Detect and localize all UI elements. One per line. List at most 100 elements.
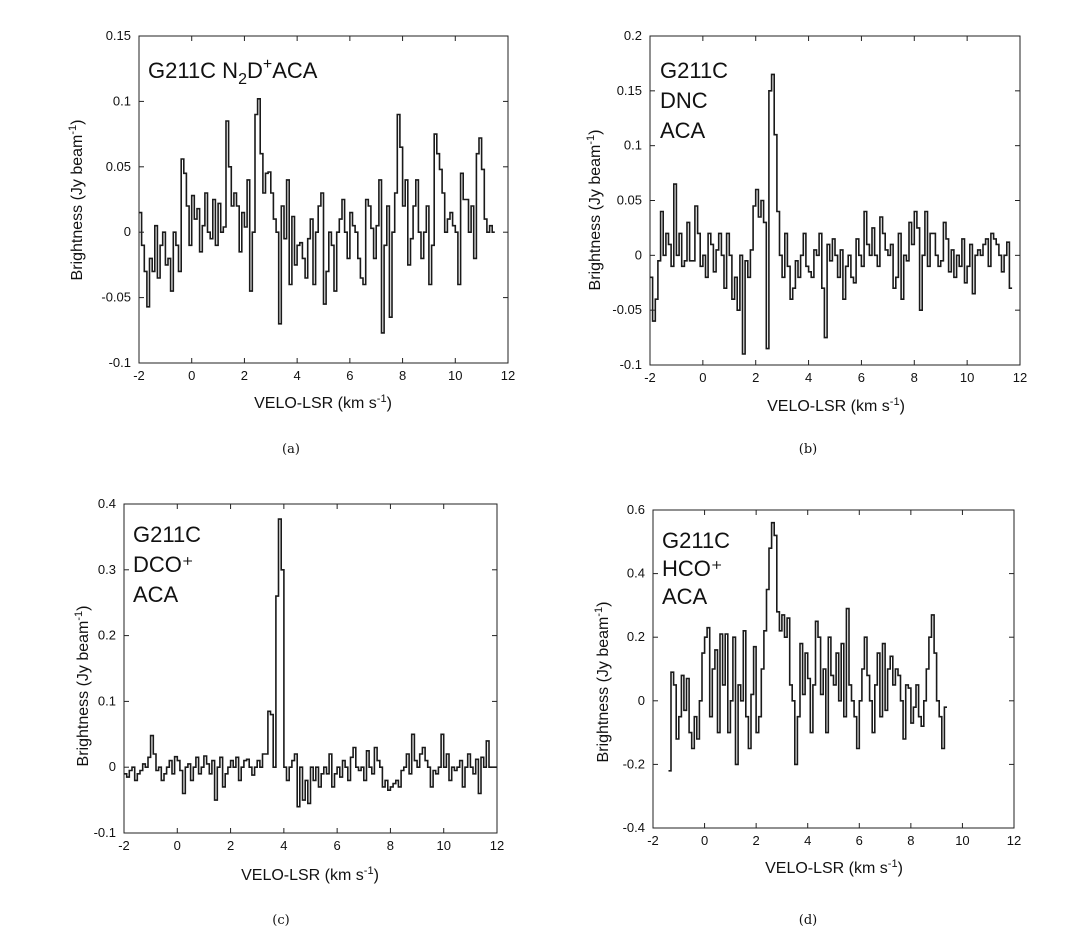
ytick-label-d-1: -0.2 xyxy=(623,756,645,771)
annotation-a-part: G211C N xyxy=(148,58,238,83)
ytick-label-a-1: -0.05 xyxy=(101,290,131,305)
ylabel-b-main: Brightness (Jy beam xyxy=(587,145,604,291)
ylabel-a: Brightness (Jy beam-1) xyxy=(67,120,86,281)
ylabel-a-main: Brightness (Jy beam xyxy=(69,135,86,281)
xtick-label-b-7: 12 xyxy=(1013,370,1027,385)
xtick-label-d-0: -2 xyxy=(647,833,659,848)
ytick-label-a-4: 0.1 xyxy=(113,93,131,108)
spectrum-line-d xyxy=(668,521,947,772)
ticks-layer-d: -2 0 2 4 6 8 10 12 -0.4 -0.2 0 0.2 0.4 0.6 xyxy=(623,502,1022,848)
ytick-label-b-5: 0.15 xyxy=(617,83,642,98)
xtick-label-d-4: 6 xyxy=(856,833,863,848)
ytick-label-b-6: 0.2 xyxy=(624,28,642,43)
ytick-label-c-1: 0 xyxy=(109,759,116,774)
xlabel-c-main: VELO-LSR (km s xyxy=(241,867,364,884)
xtick-label-c-7: 12 xyxy=(490,838,504,853)
annotation-d-line1: G211C xyxy=(662,528,730,553)
annotation-a-part2: D xyxy=(247,58,263,83)
spectrum-layer-a xyxy=(139,98,495,334)
xtick-label-d-5: 8 xyxy=(907,833,914,848)
spectrum-line-b xyxy=(650,73,1013,355)
xtick-label-a-6: 10 xyxy=(448,368,462,383)
xlabel-a: VELO-LSR (km s-1) xyxy=(254,393,392,412)
ylabel-b: Brightness (Jy beam-1) xyxy=(585,130,604,291)
xtick-label-c-5: 8 xyxy=(387,838,394,853)
ytick-label-c-5: 0.4 xyxy=(98,496,116,511)
xtick-label-d-2: 2 xyxy=(753,833,760,848)
xtick-label-b-6: 10 xyxy=(960,370,974,385)
spectrum-line-c xyxy=(124,518,497,808)
xtick-label-c-2: 2 xyxy=(227,838,234,853)
xlabel-b: VELO-LSR (km s-1) xyxy=(767,396,905,415)
xtick-label-b-4: 6 xyxy=(858,370,865,385)
annotation-c-line3: ACA xyxy=(133,582,179,607)
xlabel-a-sup: -1 xyxy=(377,393,387,405)
annotation-b-line2: DNC xyxy=(660,88,708,113)
plot-frame-d xyxy=(652,509,1015,829)
annotation-a-sub: 2 xyxy=(238,71,247,88)
annotation-c-line1: G211C xyxy=(133,522,201,547)
ylabel-c-main: Brightness (Jy beam xyxy=(75,621,92,767)
panel-c: -2 0 2 4 6 8 10 12-0.100.10.20.30.4 G211C DCO⁺ … xyxy=(73,496,504,928)
caption-a: (a) xyxy=(282,442,300,457)
xlabel-d-close: ) xyxy=(898,860,903,877)
annotation-a: G211C N2D+ACA xyxy=(148,56,318,88)
ylabel-d-sup: -1 xyxy=(593,607,605,617)
plot-frame-c xyxy=(123,503,498,834)
xtick-label-a-2: 2 xyxy=(241,368,248,383)
xtick-label-b-0: -2 xyxy=(644,370,656,385)
plot-frame-a xyxy=(138,35,509,364)
spectrum-layer-d xyxy=(668,521,947,772)
xtick-label-a-1: 0 xyxy=(188,368,195,383)
ytick-label-c-0: -0.1 xyxy=(94,825,116,840)
annotation-b-line3: ACA xyxy=(660,118,706,143)
ticks-layer-b: -2 0 2 4 6 8 10 12 -0.1 -0.05 0 0.05 0.1 0.15 0.2 xyxy=(612,28,1027,385)
annotation-a-part3: ACA xyxy=(272,58,318,83)
ylabel-b-close: ) xyxy=(587,130,604,135)
annotation-d-line2: HCO⁺ xyxy=(662,556,723,581)
ytick-label-a-3: 0.05 xyxy=(106,159,131,174)
xlabel-b-main: VELO-LSR (km s xyxy=(767,398,890,415)
ylabel-d-close: ) xyxy=(595,602,612,607)
caption-b: (b) xyxy=(799,442,817,457)
xtick-label-a-0: -2 xyxy=(133,368,145,383)
spectrum-layer-b xyxy=(650,73,1013,355)
xtick-label-a-3: 4 xyxy=(294,368,301,383)
xlabel-d-main: VELO-LSR (km s xyxy=(765,860,888,877)
ytick-label-a-2: 0 xyxy=(124,224,131,239)
xtick-label-d-3: 4 xyxy=(804,833,811,848)
xtick-label-b-1: 0 xyxy=(699,370,706,385)
ytick-label-a-5: 0.15 xyxy=(106,28,131,43)
panel-b: -2 0 2 4 6 8 10 12 -0.1 -0.05 0 0.05 0.1 0.15 0.2 G211… xyxy=(585,28,1027,457)
ytick-label-b-2: 0 xyxy=(635,247,642,262)
xtick-label-b-3: 4 xyxy=(805,370,812,385)
ylabel-a-sup: -1 xyxy=(67,125,79,135)
ytick-label-b-0: -0.1 xyxy=(620,357,642,372)
xtick-label-c-4: 6 xyxy=(334,838,341,853)
xtick-label-c-3: 4 xyxy=(280,838,287,853)
ytick-label-a-0: -0.1 xyxy=(109,355,131,370)
xlabel-b-sup: -1 xyxy=(890,396,900,408)
xlabel-c-close: ) xyxy=(374,867,379,884)
annotation-d-line3: ACA xyxy=(662,584,708,609)
ylabel-c-close: ) xyxy=(75,606,92,611)
xtick-label-c-6: 10 xyxy=(436,838,450,853)
annotation-b-line1: G211C xyxy=(660,58,728,83)
xlabel-a-close: ) xyxy=(387,395,392,412)
caption-d: (d) xyxy=(799,913,817,928)
panel-d: -2 0 2 4 6 8 10 12 -0.4 -0.2 0 0.2 0.4 0.6 G211C HCO⁺… xyxy=(593,502,1021,928)
xtick-label-c-1: 0 xyxy=(174,838,181,853)
xtick-label-d-7: 12 xyxy=(1007,833,1021,848)
ytick-label-d-3: 0.2 xyxy=(627,629,645,644)
xlabel-c: VELO-LSR (km s-1) xyxy=(241,865,379,884)
xtick-label-a-4: 6 xyxy=(346,368,353,383)
xtick-label-b-5: 8 xyxy=(911,370,918,385)
xtick-label-b-2: 2 xyxy=(752,370,759,385)
xlabel-a-main: VELO-LSR (km s xyxy=(254,395,377,412)
xlabel-c-sup: -1 xyxy=(364,865,374,877)
xlabel-b-close: ) xyxy=(900,398,905,415)
ytick-label-d-2: 0 xyxy=(638,693,645,708)
spectrum-layer-c xyxy=(124,518,497,808)
caption-c: (c) xyxy=(272,913,289,928)
ylabel-c-sup: -1 xyxy=(73,611,85,621)
